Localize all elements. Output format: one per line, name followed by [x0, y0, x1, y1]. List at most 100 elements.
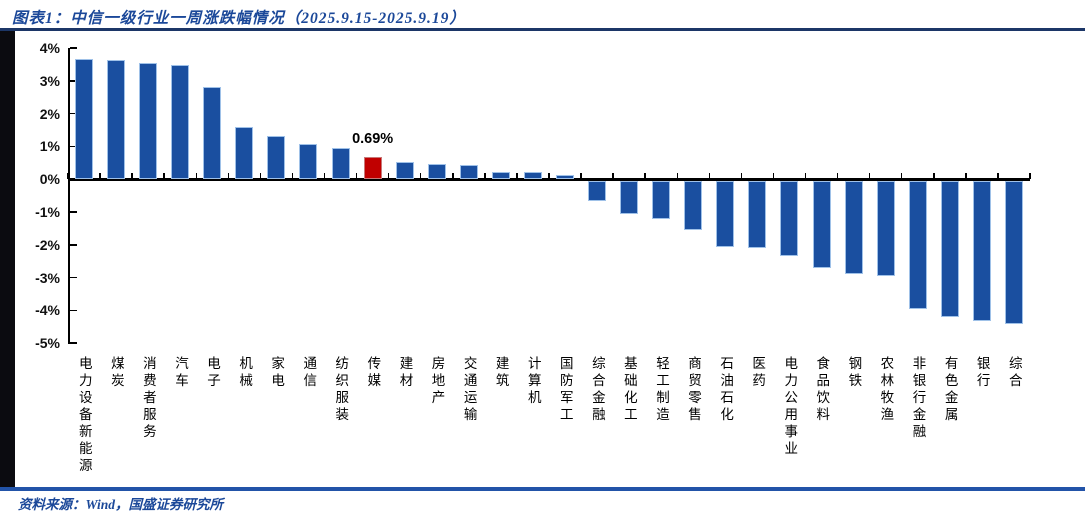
bar-chart-plot-area: 0.69% [67, 47, 1031, 344]
y-axis-tick [70, 309, 77, 312]
x-category-label-text: 交通运输 [461, 356, 477, 424]
x-axis-tick [644, 173, 646, 180]
y-axis-tick [70, 145, 77, 148]
y-tick-label: 2% [39, 105, 60, 122]
bar [556, 174, 575, 180]
footer-divider-line [0, 487, 1085, 491]
x-category-label-text: 电子 [205, 356, 221, 390]
bar [812, 181, 831, 269]
x-category-label: 农林牧渔 [870, 356, 902, 486]
x-category-label-text: 电力公用事业 [782, 356, 798, 458]
x-category-label-text: 电力设备新能源 [76, 356, 92, 475]
bar [652, 181, 671, 219]
bar-highlight [363, 156, 382, 180]
x-category-label-text: 食品饮料 [814, 356, 830, 424]
x-category-label: 非银行金融 [902, 356, 934, 486]
x-axis-tick [419, 173, 422, 180]
x-axis-tick [997, 173, 999, 180]
x-category-label: 交通运输 [453, 356, 485, 486]
x-category-label-text: 建筑 [493, 356, 509, 390]
x-axis-tick [933, 173, 935, 180]
title-divider-line [0, 28, 1085, 31]
x-category-label: 综合 [998, 356, 1030, 486]
x-category-label-text: 基础化工 [621, 356, 637, 424]
x-axis-tick [612, 173, 614, 180]
x-category-label-text: 农林牧渔 [878, 356, 894, 424]
x-axis-tick [580, 173, 582, 180]
x-axis-tick [387, 173, 390, 180]
x-axis-tick [548, 173, 550, 180]
x-category-label-text: 轻工制造 [653, 356, 669, 424]
bar [459, 164, 478, 180]
x-category-label-text: 综合 [1006, 356, 1022, 390]
x-category-label-text: 汽车 [172, 356, 188, 390]
bar [171, 65, 190, 180]
bar [716, 181, 735, 248]
x-category-label: 建筑 [485, 356, 517, 486]
x-category-label-text: 国防军工 [557, 356, 573, 424]
x-category-label-text: 医药 [750, 356, 766, 390]
x-axis-tick [516, 173, 518, 180]
y-tick-label: -3% [35, 269, 60, 286]
bar [203, 86, 222, 180]
bar [780, 181, 799, 256]
x-category-label: 商贸零售 [677, 356, 709, 486]
y-axis-tick [70, 211, 77, 213]
y-tick-label: 1% [39, 138, 60, 155]
bar [972, 181, 991, 321]
x-category-label-text: 非银行金融 [910, 356, 926, 441]
x-axis-tick [484, 173, 486, 180]
x-category-label-text: 纺织服装 [333, 356, 349, 424]
bar [876, 181, 895, 276]
x-axis-tick [99, 173, 101, 180]
y-tick-label: -4% [35, 302, 60, 319]
bar [107, 60, 126, 180]
x-category-label-text: 综合金融 [589, 356, 605, 424]
x-axis-tick [804, 173, 807, 180]
x-category-label-text: 机械 [237, 356, 253, 390]
y-axis-tick [70, 276, 77, 279]
x-category-label-text: 传媒 [365, 356, 381, 390]
y-axis-tick [70, 47, 77, 49]
y-tick-label: 0% [39, 171, 60, 188]
x-category-label-text: 石油石化 [718, 356, 734, 424]
x-axis-tick [708, 173, 711, 180]
y-tick-label: -1% [35, 204, 60, 220]
x-axis-tick [965, 173, 967, 180]
x-category-label: 石油石化 [709, 356, 741, 486]
y-axis-line [68, 48, 70, 344]
x-category-label: 汽车 [164, 356, 196, 486]
x-category-label: 基础化工 [613, 356, 645, 486]
x-category-label: 纺织服装 [325, 356, 357, 486]
y-axis-tick [70, 112, 77, 115]
bar [331, 148, 350, 180]
x-category-label: 国防军工 [549, 356, 581, 486]
x-axis-tick [452, 173, 454, 180]
x-category-label: 建材 [389, 356, 421, 486]
x-category-label: 综合金融 [581, 356, 613, 486]
x-axis-tick [772, 173, 775, 180]
x-category-label: 电力公用事业 [773, 356, 805, 486]
x-axis-tick [868, 173, 871, 180]
x-category-label-text: 有色金属 [942, 356, 958, 424]
y-tick-label: -5% [35, 335, 60, 352]
x-category-label: 轻工制造 [645, 356, 677, 486]
y-axis-tick [70, 80, 77, 82]
bar [588, 181, 607, 201]
x-axis-tick [131, 173, 133, 180]
x-category-label: 银行 [966, 356, 998, 486]
x-axis-tick [900, 173, 903, 180]
y-axis-tick [70, 342, 77, 344]
bar [395, 162, 414, 180]
bar [1004, 181, 1023, 325]
bar [748, 181, 767, 249]
x-axis-tick [676, 173, 678, 180]
bar [267, 135, 286, 180]
bar [620, 181, 639, 215]
x-category-label: 传媒 [357, 356, 389, 486]
x-axis-tick [67, 173, 69, 180]
x-category-label-text: 钢铁 [846, 356, 862, 390]
x-category-label: 钢铁 [838, 356, 870, 486]
x-category-label-text: 消费者服务 [140, 356, 156, 441]
